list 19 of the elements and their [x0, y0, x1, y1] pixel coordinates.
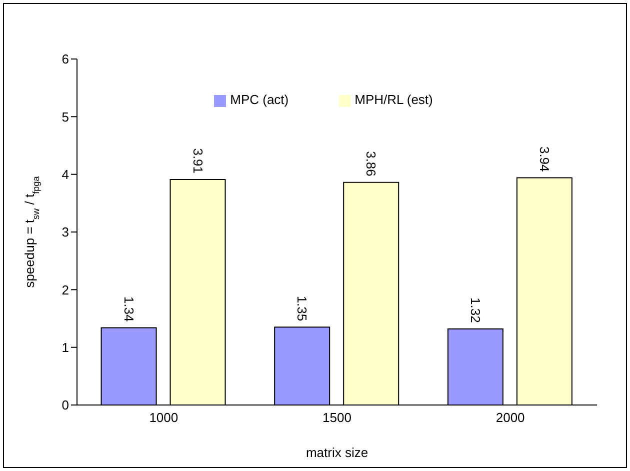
data-label: 3.86 — [364, 151, 379, 176]
data-label: 1.34 — [121, 296, 136, 322]
x-tick-label: 2000 — [496, 410, 525, 426]
data-label: 3.91 — [190, 148, 206, 174]
x-tick-label: 1000 — [149, 410, 178, 426]
y-tick-label: 4 — [62, 166, 69, 182]
data-label: 1.32 — [468, 298, 483, 323]
data-label: 3.94 — [536, 146, 552, 172]
y-tick-label: 5 — [62, 109, 69, 124]
y-tick-label: 0 — [62, 398, 69, 413]
x-axis-title: matrix size — [306, 445, 368, 460]
y-tick-label: 3 — [62, 224, 69, 240]
y-tick-label: 1 — [62, 340, 69, 355]
legend-label: MPH/RL (est) — [354, 92, 433, 107]
y-tick-label: 6 — [62, 52, 69, 67]
y-tick-label: 2 — [62, 282, 69, 298]
x-tick-label: 1500 — [322, 410, 352, 426]
data-label: 1.35 — [294, 296, 310, 322]
legend-label: MPC (act) — [230, 92, 289, 107]
